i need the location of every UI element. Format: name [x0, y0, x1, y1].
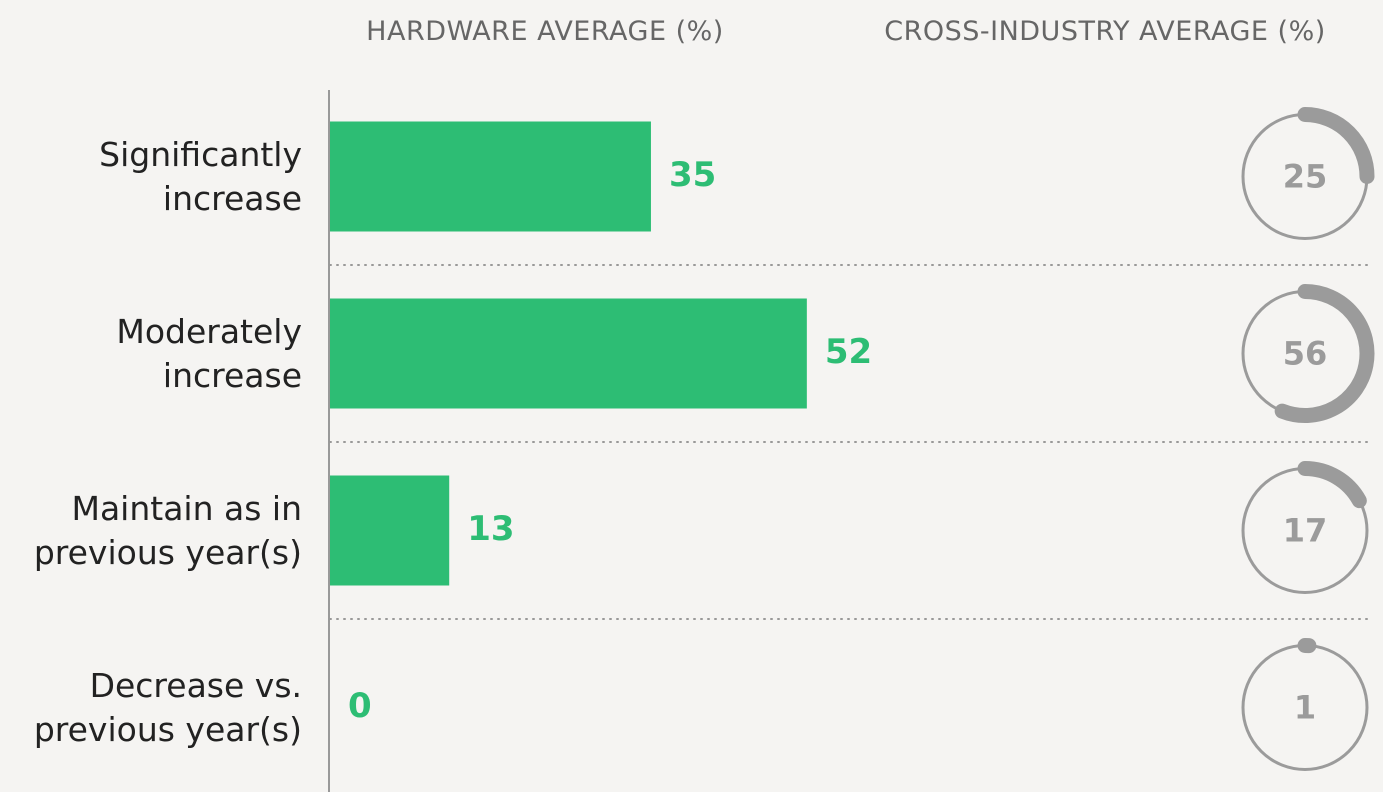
- series-header: HARDWARE AVERAGE (%): [366, 16, 724, 47]
- series-header: CROSS-INDUSTRY AVERAGE (%): [884, 16, 1326, 47]
- bar: [330, 475, 450, 586]
- gauge-label: 17: [1283, 512, 1328, 550]
- bar: [330, 121, 651, 232]
- gauge-label: 25: [1283, 158, 1328, 196]
- gauge-label: 1: [1294, 689, 1316, 727]
- category-label: Moderately increase: [116, 311, 302, 395]
- gauge-label: 56: [1283, 335, 1328, 373]
- value-label: 52: [825, 332, 872, 372]
- category-label: Decrease vs. previous year(s): [33, 665, 302, 749]
- category-label: Significantly increase: [99, 134, 302, 218]
- gauge-arc: [1274, 284, 1375, 423]
- bar: [330, 298, 807, 409]
- value-label: 35: [669, 155, 716, 195]
- value-label: 13: [467, 509, 514, 549]
- category-label: Maintain as in previous year(s): [33, 488, 302, 572]
- gauge-arc: [1297, 107, 1375, 184]
- gauge-arc: [1297, 461, 1367, 509]
- value-label: 0: [348, 686, 372, 726]
